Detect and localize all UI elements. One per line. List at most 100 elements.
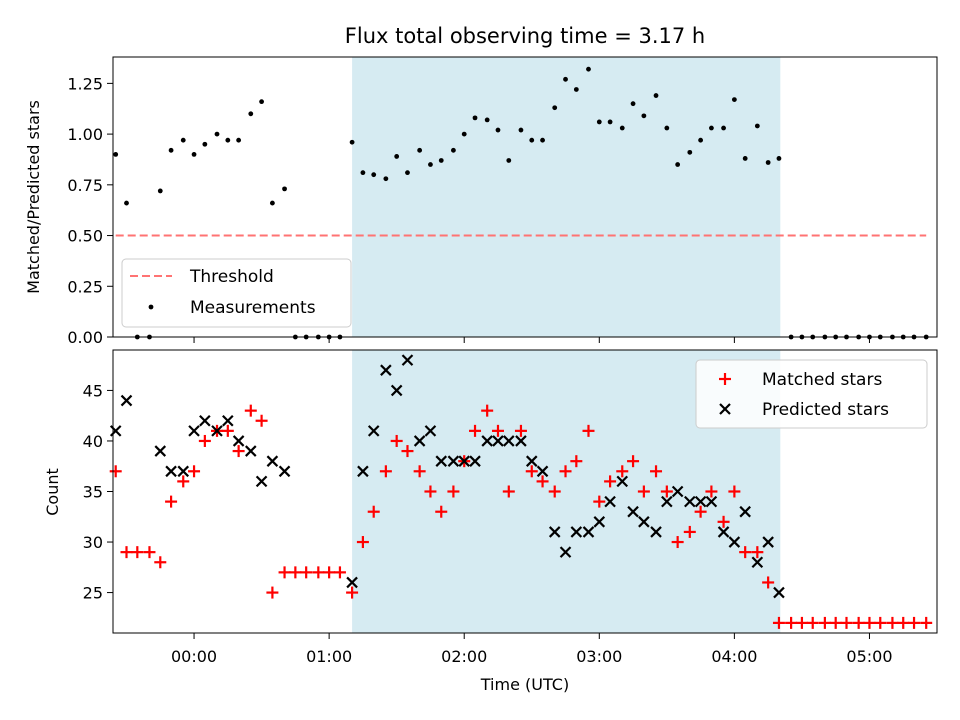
predicted-star-point: [650, 526, 662, 538]
predicted-star-stroke: [199, 414, 211, 427]
count-plot-frame: [112, 349, 938, 634]
matched-star-point: [785, 616, 798, 629]
measurement-point: [405, 170, 410, 176]
matched-star-point: [772, 616, 785, 629]
predicted-star-stroke: [232, 435, 245, 447]
predicted-star-point: [357, 465, 369, 478]
predicted-star-stroke: [661, 495, 673, 508]
legend-threshold-label: Threshold: [189, 267, 274, 287]
matched-star-point: [356, 536, 369, 549]
predicted-star-point: [548, 526, 561, 538]
count-x-ticks: 00:00 01:00 02:00 03:00 04:00 05:00: [171, 633, 893, 666]
measurement-point: [124, 200, 129, 206]
matched-star-point: [109, 465, 122, 478]
predicted-star-stroke: [515, 435, 527, 447]
measurement-point: [518, 127, 524, 133]
predicted-star-stroke: [222, 414, 234, 427]
matched-star-point: [323, 566, 336, 579]
measurement-point: [664, 125, 670, 131]
predicted-star-point: [751, 556, 764, 569]
measurement-point: [675, 162, 681, 167]
predicted-star-point: [346, 576, 358, 589]
predicted-star-point: [401, 354, 414, 366]
matched-star-point: [525, 465, 538, 478]
matched-star-point: [795, 616, 808, 629]
predicted-star-point: [717, 526, 730, 538]
matched-star-point: [660, 485, 673, 498]
measurement-point: [596, 119, 602, 125]
count-x-tick-label: 00:00: [171, 647, 217, 666]
predicted-star-point: [593, 516, 606, 528]
matched-star-point: [829, 616, 842, 629]
matched-star-point: [751, 546, 764, 559]
measurement-point: [540, 137, 545, 143]
measurement-point: [225, 137, 231, 143]
predicted-star-point: [177, 465, 190, 478]
x-axis-label: Time (UTC): [480, 675, 569, 694]
matched-star-point: [874, 616, 887, 629]
predicted-star-stroke: [447, 455, 460, 467]
measurement-point: [428, 162, 433, 167]
ratio-y-axis-label: Matched/Predicted stars: [24, 100, 43, 294]
ratio-y-tick-label: 1.25: [67, 74, 103, 93]
predicted-star-stroke: [559, 546, 572, 558]
count-y-tick-label: 30: [83, 533, 103, 552]
matched-star-point: [559, 465, 572, 478]
count-panel: 25 30 35 40 45 00:00 01:00 02:00 03:00 04:00 05:0…: [43, 349, 938, 694]
matched-star-point: [604, 475, 617, 488]
measurement-point: [383, 176, 389, 182]
measurement-point: [506, 158, 512, 163]
predicted-star-point: [492, 435, 504, 447]
ratio-marks: [113, 66, 929, 340]
measurement-point: [438, 158, 444, 163]
observing-window-span: [352, 57, 781, 337]
predicted-star-point: [684, 495, 696, 508]
count-y-tick-label: 40: [83, 432, 103, 451]
measurement-point: [742, 156, 748, 161]
predicted-star-point: [694, 495, 707, 508]
predicted-star-stroke: [413, 435, 426, 447]
predicted-star-point: [447, 455, 460, 467]
matched-star-point: [469, 424, 482, 437]
measurement-point: [282, 186, 287, 192]
measurement-point: [461, 131, 467, 137]
predicted-star-point: [154, 445, 167, 457]
matched-star-point: [435, 505, 448, 518]
ratio-y-tick-label: 0.25: [67, 277, 103, 296]
measurement-point: [360, 170, 366, 176]
measurement-point: [371, 172, 377, 178]
measurement-point: [641, 113, 647, 119]
ratio-y-tick-label: 0.50: [67, 227, 103, 246]
matched-star-point: [739, 546, 752, 559]
matched-star-point: [908, 616, 921, 629]
count-marks: [109, 354, 933, 629]
matched-star-point: [717, 515, 730, 528]
predicted-star-point: [481, 435, 493, 447]
measurement-point: [191, 151, 197, 157]
measurement-point: [709, 125, 714, 131]
matched-star-point: [728, 485, 741, 498]
predicted-star-point: [469, 455, 481, 467]
matched-star-point: [188, 465, 201, 478]
predicted-star-stroke: [255, 475, 268, 488]
matched-star-point: [255, 414, 268, 427]
predicted-star-point: [536, 465, 549, 478]
predicted-star-point: [773, 586, 785, 599]
ratio-y-tick-label: 0.75: [67, 176, 103, 195]
matched-star-point: [401, 445, 414, 458]
measurement-point: [484, 117, 490, 123]
matched-star-point: [593, 495, 606, 508]
matched-star-point: [379, 465, 392, 478]
predicted-star-stroke: [773, 586, 785, 599]
matched-star-point: [502, 485, 515, 498]
predicted-star-stroke: [481, 435, 493, 447]
matched-star-point: [278, 566, 291, 579]
predicted-star-point: [570, 526, 583, 538]
predicted-star-stroke: [593, 516, 606, 528]
matched-star-point: [491, 424, 504, 437]
measurement-point: [269, 200, 275, 206]
measurement-point: [687, 149, 693, 155]
predicted-star-stroke: [346, 576, 358, 589]
predicted-star-point: [188, 425, 200, 437]
